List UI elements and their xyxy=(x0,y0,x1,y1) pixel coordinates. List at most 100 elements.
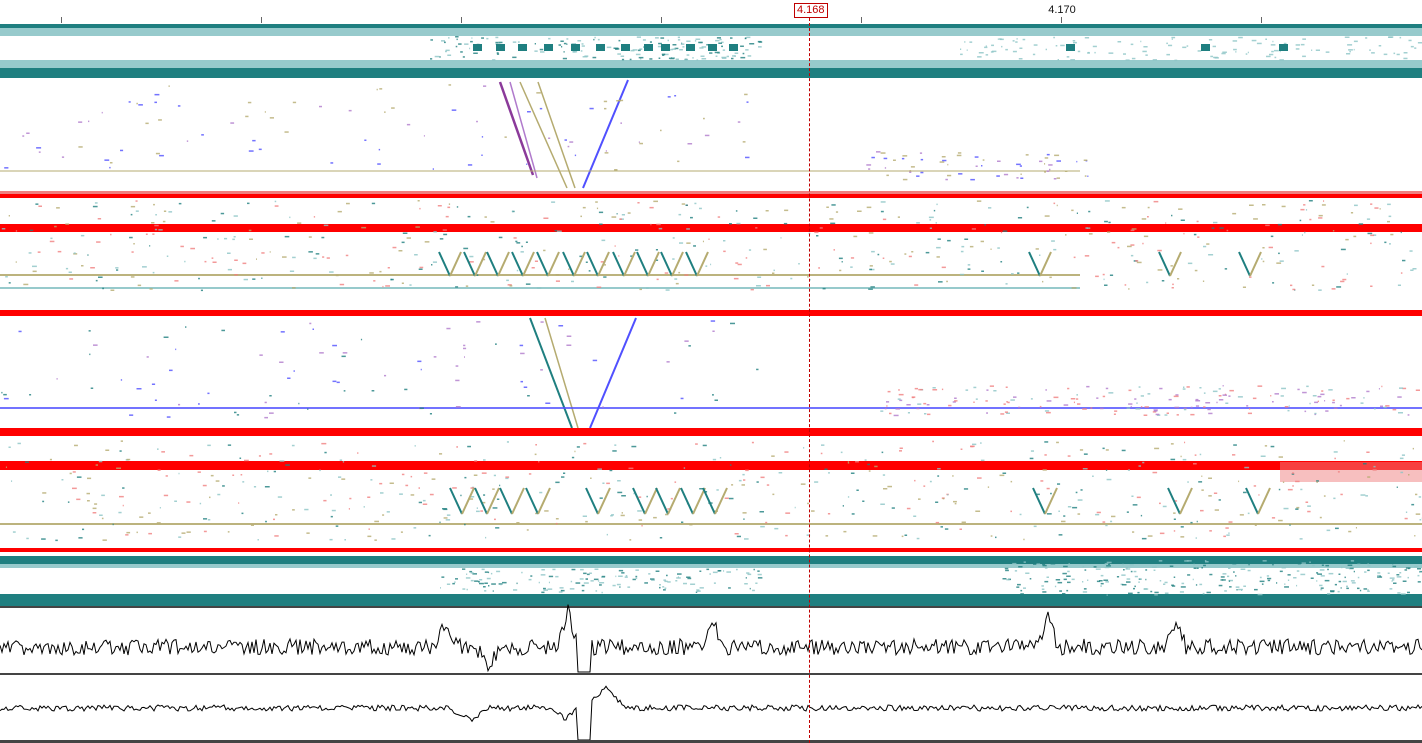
noise-speck xyxy=(241,512,244,515)
noise-speck xyxy=(181,532,186,534)
noise-speck xyxy=(1370,242,1372,245)
noise-speck xyxy=(1208,412,1213,415)
noise-speck xyxy=(942,159,947,162)
event-speck xyxy=(722,49,726,51)
noise-speck xyxy=(153,203,155,206)
noise-speck xyxy=(1187,262,1193,265)
cursor-time-label[interactable]: 4.168 xyxy=(794,3,828,18)
noise-speck xyxy=(516,242,521,244)
noise-speck xyxy=(379,270,382,273)
noise-speck xyxy=(380,492,384,494)
noise-speck xyxy=(766,484,770,486)
noise-speck xyxy=(618,569,624,572)
noise-speck xyxy=(1254,588,1258,591)
noise-speck xyxy=(1179,591,1184,593)
noise-speck xyxy=(41,538,46,540)
noise-speck xyxy=(1304,231,1306,234)
noise-speck xyxy=(433,356,437,358)
noise-speck xyxy=(936,246,941,249)
noise-speck xyxy=(735,262,739,264)
noise-speck xyxy=(1207,408,1211,411)
noise-speck xyxy=(655,259,659,261)
noise-speck xyxy=(177,105,181,107)
noise-speck xyxy=(420,368,422,371)
noise-speck xyxy=(102,287,104,290)
noise-speck xyxy=(264,401,267,404)
noise-speck xyxy=(384,374,387,377)
event-speck xyxy=(681,42,683,45)
noise-speck xyxy=(1175,394,1179,396)
event-speck xyxy=(1053,36,1055,39)
time-ruler[interactable]: 4.170 xyxy=(0,0,1422,24)
noise-speck xyxy=(774,527,779,530)
noise-speck xyxy=(1190,406,1193,409)
noise-speck xyxy=(755,227,758,229)
noise-speck xyxy=(1170,265,1173,267)
noise-speck xyxy=(387,267,390,269)
noise-speck xyxy=(1212,390,1218,393)
noise-speck xyxy=(1106,594,1108,596)
noise-speck xyxy=(1342,580,1347,583)
event-speck xyxy=(1143,46,1148,48)
noise-speck xyxy=(1337,471,1340,473)
noise-speck xyxy=(1042,280,1044,283)
noise-speck xyxy=(1340,493,1343,496)
noise-speck xyxy=(492,590,494,592)
noise-speck xyxy=(1158,560,1163,562)
noise-speck xyxy=(81,265,84,267)
noise-speck xyxy=(1271,517,1276,519)
noise-speck xyxy=(1287,574,1291,576)
event-blob xyxy=(596,44,605,51)
event-speck xyxy=(1077,50,1081,53)
noise-speck xyxy=(1222,385,1224,387)
crossing-right xyxy=(1044,487,1058,515)
event-speck xyxy=(1371,52,1375,54)
cursor-line[interactable] xyxy=(809,18,810,743)
noise-speck xyxy=(1235,575,1237,577)
noise-speck xyxy=(1144,588,1147,590)
event-speck xyxy=(721,56,727,59)
crossing-left xyxy=(536,251,549,277)
event-speck xyxy=(469,47,471,50)
noise-speck xyxy=(621,572,625,574)
noise-speck xyxy=(1104,200,1110,202)
event-speck xyxy=(740,56,746,59)
noise-speck xyxy=(379,88,383,90)
noise-speck xyxy=(422,499,426,502)
noise-speck xyxy=(1355,527,1357,529)
noise-speck xyxy=(975,510,981,512)
event-speck xyxy=(548,37,551,40)
noise-speck xyxy=(98,460,103,463)
noise-speck xyxy=(1109,274,1114,276)
channel-3 xyxy=(0,191,1422,316)
noise-speck xyxy=(609,469,613,472)
noise-speck xyxy=(1033,525,1037,528)
noise-speck xyxy=(1105,449,1109,451)
noise-speck xyxy=(1044,215,1050,217)
noise-speck xyxy=(1196,520,1198,523)
noise-speck xyxy=(1153,200,1159,203)
noise-speck xyxy=(889,260,892,263)
noise-speck xyxy=(1076,212,1078,214)
noise-speck xyxy=(1238,588,1243,591)
noise-speck xyxy=(142,266,147,268)
noise-speck xyxy=(373,280,376,282)
noise-speck xyxy=(1247,569,1251,572)
noise-speck xyxy=(582,206,586,209)
noise-speck xyxy=(211,257,214,259)
crossing-right xyxy=(573,251,586,277)
noise-speck xyxy=(148,512,151,514)
noise-speck xyxy=(261,252,265,254)
noise-speck xyxy=(88,330,91,332)
noise-speck xyxy=(319,352,324,354)
noise-speck xyxy=(766,284,770,287)
noise-speck xyxy=(1128,389,1132,392)
noise-speck xyxy=(1321,265,1325,268)
event-speck xyxy=(1221,52,1226,55)
noise-speck xyxy=(313,257,317,260)
noise-speck xyxy=(909,171,912,173)
event-speck xyxy=(444,41,446,44)
event-speck xyxy=(458,43,462,45)
event-speck xyxy=(473,52,478,54)
